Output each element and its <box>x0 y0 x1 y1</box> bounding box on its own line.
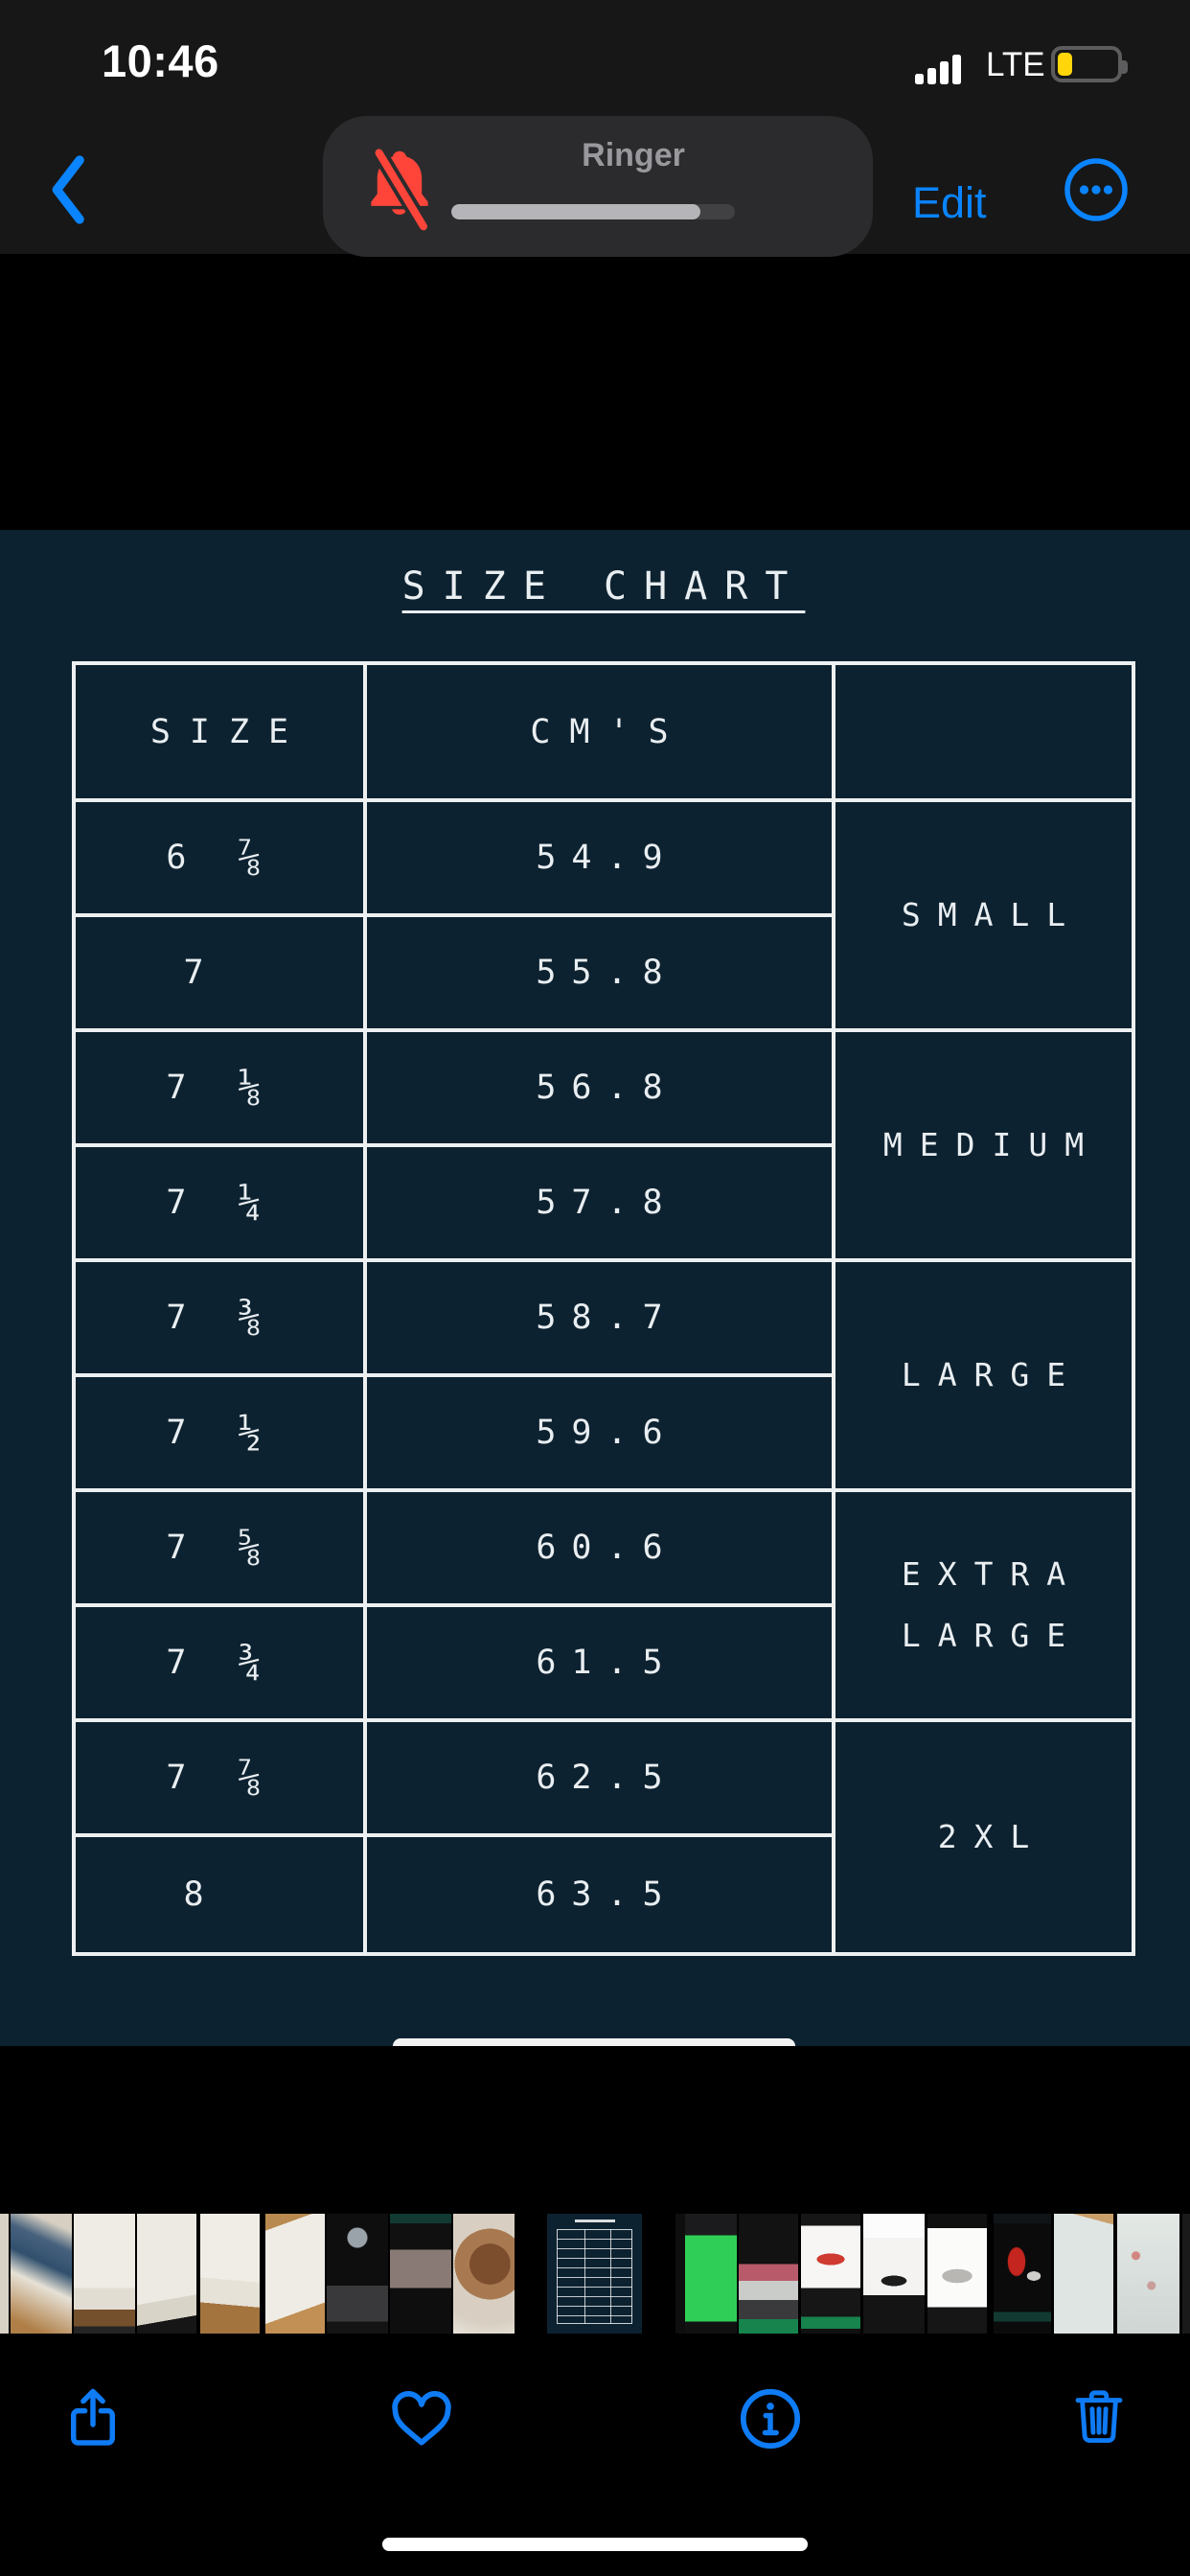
col-header-group <box>835 665 1132 802</box>
cm-value: 58.7 <box>367 1262 835 1377</box>
ellipsis-circle-icon <box>1064 158 1128 221</box>
cm-value: 59.6 <box>367 1377 835 1492</box>
thumbnail-red-graphic-chat[interactable] <box>994 2214 1051 2334</box>
status-time: 10:46 <box>102 35 219 86</box>
thumbnail-whiteboard-1[interactable] <box>1054 2214 1113 2334</box>
thumbnail-ruled-notes-1[interactable] <box>74 2214 135 2334</box>
thumbnail-instagram-profile[interactable] <box>327 2214 388 2334</box>
thumbnail-size-chart-selected[interactable] <box>547 2214 642 2334</box>
ringer-label: Ringer <box>582 137 685 173</box>
col-header-size: SIZE <box>76 665 367 802</box>
thumbnail-ruled-notes-3[interactable] <box>200 2214 260 2334</box>
more-options-button[interactable] <box>1062 155 1131 224</box>
cm-value: 63.5 <box>367 1837 835 1952</box>
home-indicator[interactable] <box>382 2538 808 2551</box>
battery-cap <box>1122 60 1128 74</box>
ringer-volume-level <box>451 204 701 219</box>
thumbnail-red-nike-post[interactable] <box>801 2214 860 2334</box>
edit-button[interactable]: Edit <box>912 178 987 227</box>
cm-value: 62.5 <box>367 1722 835 1837</box>
cm-value: 54.9 <box>367 802 835 917</box>
thumbnail-ruled-notes-2[interactable] <box>137 2214 196 2334</box>
ringer-volume-hud: Ringer <box>323 116 873 257</box>
network-type-label: LTE <box>986 46 1045 83</box>
thumbnail-grey-jordan[interactable] <box>927 2214 987 2334</box>
battery-icon <box>1051 46 1128 82</box>
share-button[interactable] <box>51 2373 135 2465</box>
share-icon <box>70 2388 116 2446</box>
cm-value: 56.8 <box>367 1032 835 1147</box>
thumbnail-instagram-grid[interactable] <box>739 2214 798 2334</box>
table-row: 8 <box>76 1837 367 1952</box>
mini-chart-title <box>574 2220 615 2222</box>
thumbnail-imessage-chat[interactable] <box>675 2214 737 2334</box>
cm-value: 61.5 <box>367 1607 835 1722</box>
cm-value: 55.8 <box>367 917 835 1032</box>
info-button[interactable] <box>728 2373 812 2465</box>
group-label-2xl: 2XL <box>937 1817 1047 1855</box>
ringer-volume-track <box>451 204 735 219</box>
battery-level-fill <box>1058 53 1072 76</box>
thumbnail-strip[interactable] <box>0 2214 1190 2334</box>
back-button[interactable] <box>38 153 96 226</box>
thumbnail-black-sneaker-post[interactable] <box>863 2214 925 2334</box>
group-label-small: SMALL <box>835 802 1132 1032</box>
thumbnail-whiteboard-2[interactable] <box>1117 2214 1179 2334</box>
delete-button[interactable] <box>1057 2373 1141 2465</box>
thumbnail-paper-edge[interactable] <box>0 2214 9 2334</box>
mini-chart-grid <box>557 2229 632 2324</box>
heart-icon <box>392 2391 451 2446</box>
favorite-button[interactable] <box>379 2373 464 2465</box>
thumbnail-ruled-notes-4[interactable] <box>265 2214 325 2334</box>
cm-value: 60.6 <box>367 1492 835 1607</box>
group-label-medium: MEDIUM <box>835 1032 1132 1262</box>
group-label-large: LARGE <box>835 1262 1132 1492</box>
cm-value: 57.8 <box>367 1147 835 1262</box>
thumbnail-dark-edge[interactable] <box>1182 2214 1190 2334</box>
cellular-signal-icon <box>915 50 974 84</box>
col-header-cms: CM'S <box>367 665 835 802</box>
info-icon <box>740 2388 801 2450</box>
table-row: 7 <box>76 917 367 1032</box>
chevron-left-icon <box>52 155 84 224</box>
thumbnail-blue-notebook[interactable] <box>11 2214 72 2334</box>
group-label-extra-large: EXTRA LARGE <box>835 1492 1132 1722</box>
trash-icon <box>1075 2390 1123 2444</box>
size-chart-title: SIZE CHART <box>401 564 806 609</box>
bottom-toolbar <box>0 2367 1190 2482</box>
photo-bottom-cropped-element <box>393 2038 795 2046</box>
thumbnail-hand-phone[interactable] <box>453 2214 515 2334</box>
thumbnail-chat-photo[interactable] <box>390 2214 451 2334</box>
bell-slash-icon <box>371 149 430 231</box>
